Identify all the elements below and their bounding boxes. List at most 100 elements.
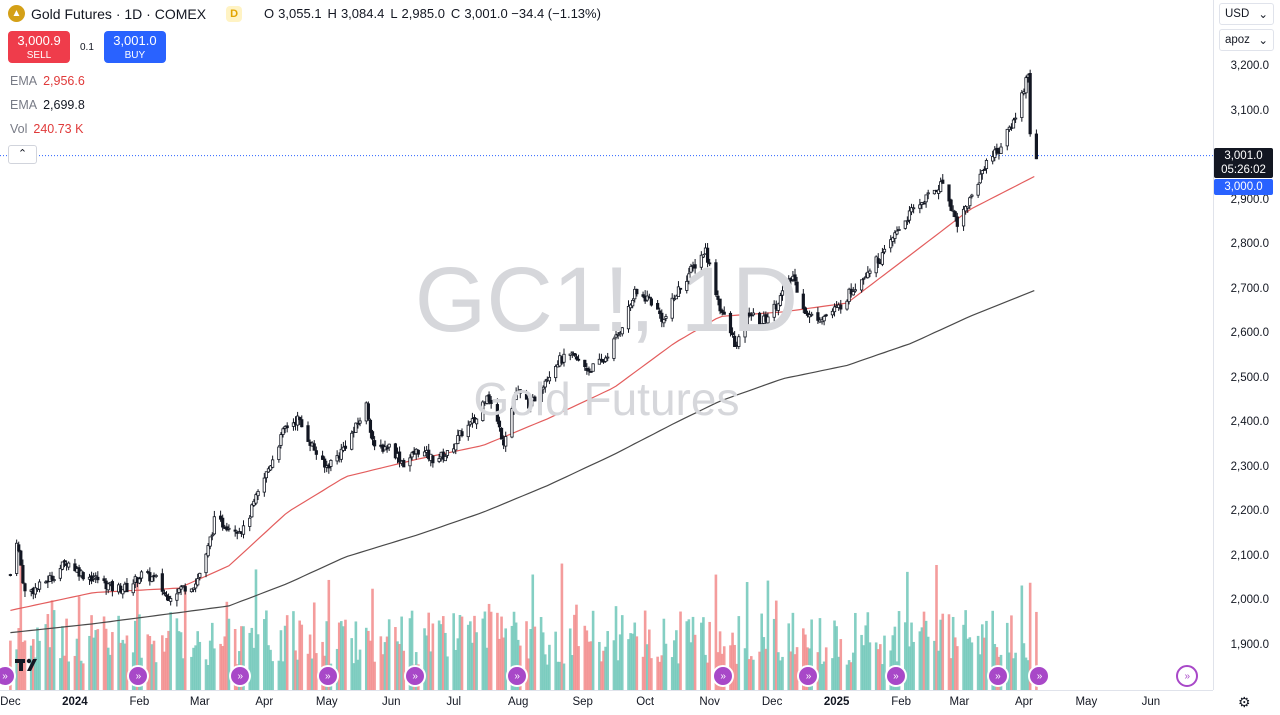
candle-body [961,208,966,227]
volume-bar [820,664,824,690]
buy-button[interactable]: 3,001.0 BUY [103,31,166,63]
volume-bar [568,628,572,690]
volume-bar [312,602,316,690]
candle-body [281,428,285,435]
ohlc-low-key: L [390,6,398,21]
volume-bar [387,619,391,690]
candle-body [984,160,989,170]
volume-bar [941,613,945,690]
volume-bar [108,654,112,690]
volume-bar [277,660,281,690]
volume-bar [373,661,376,690]
volume-bar [1008,652,1011,690]
volume-bar [762,637,766,690]
candle-body [106,583,110,591]
volume-bar [119,642,123,690]
volume-bar [165,637,168,690]
volume-bar [208,640,212,690]
candle-body [119,585,123,593]
volume-bar [706,662,709,690]
volume-bar [918,631,922,690]
candle-body [208,536,212,547]
volume-bar [656,656,659,690]
candle-body [568,353,572,356]
candle-body [58,568,62,579]
economic-event-icon[interactable]: » [986,665,1009,687]
currency-select[interactable]: USD ⌄ [1219,3,1274,25]
symbol-title[interactable]: Gold Futures · 1D · COMEX [31,5,207,22]
tradingview-logo-icon[interactable] [15,657,41,679]
candle-body [982,168,986,171]
chevron-up-icon: ⌃ [17,148,28,160]
candle-body [776,303,780,311]
volume-bar [616,660,620,690]
candle-body [631,299,635,307]
volume-bar [123,643,127,690]
candle-body [529,400,533,408]
volume-bar [446,656,449,690]
economic-event-icon[interactable]: » [1028,665,1051,687]
indicator-ema-200[interactable]: EMA 2,699.8 [10,98,85,112]
economic-event-icon[interactable]: » [506,665,529,687]
volume-bar [912,641,915,690]
volume-bar [612,640,616,690]
volume-bar [854,612,857,690]
unit-select[interactable]: apoz ⌄ [1219,29,1274,51]
economic-event-icon[interactable]: » [712,665,735,687]
volume-bar [810,619,813,690]
economic-event-icon[interactable]: » [404,665,427,687]
price-tick-label: 2,500.0 [1230,371,1269,384]
economic-event-icon[interactable]: » [797,665,820,687]
volume-bar [46,614,50,690]
candle-body [210,534,214,537]
volume-bar [951,616,955,690]
candle-body [300,419,304,428]
candle-body [162,592,167,595]
economic-event-icon[interactable]: » [0,665,16,687]
candle-body [15,542,19,574]
candle-body [366,403,370,420]
volume-bar [983,637,986,690]
indicator-volume[interactable]: Vol 240.73 K [10,122,83,136]
candle-body [131,583,135,594]
price-scale[interactable]: 3,200.0 3,100.0 2,900.0 2,800.0 2,700.0 2,600… [1213,0,1280,690]
volume-bar [427,612,431,690]
economic-event-icon[interactable]: » [1176,665,1199,687]
candle-body [456,435,460,444]
candle-body [964,206,968,212]
volume-bar [868,642,872,690]
volume-bar [546,664,549,690]
volume-bar [514,622,518,690]
price-chart[interactable] [0,0,1213,690]
volume-bar [862,645,865,690]
volume-bar [660,655,664,690]
candle-body [874,256,878,274]
candle-body [495,404,499,422]
settings-gear-icon[interactable]: ⚙ [1238,694,1251,710]
volume-bar [733,644,736,690]
candle-body [772,303,776,318]
volume-bar [833,620,836,690]
volume-bar [910,622,913,690]
volume-bar [700,622,703,690]
candle-body [487,394,491,402]
volume-bar [136,582,139,690]
volume-bar [146,634,150,690]
economic-event-icon[interactable]: » [884,665,907,687]
indicator-ema-50[interactable]: EMA 2,956.6 [10,74,85,88]
time-scale[interactable]: Dec 2024 Feb Mar Apr May Jun Jul Aug Sep Oct Nov Dec… [0,690,1213,715]
economic-event-icon[interactable]: » [127,665,150,687]
volume-bar [402,650,406,690]
chart-pane[interactable]: GC1!, 1D Gold Futures ▲ Gold Futures · 1… [0,0,1213,690]
volume-bar [527,658,530,690]
volume-bar [206,664,210,690]
candle-body [285,425,289,429]
sell-button[interactable]: 3,000.9 SELL [8,31,70,63]
economic-event-icon[interactable]: » [316,665,339,687]
economic-event-icon[interactable]: » [229,665,252,687]
collapse-legend-button[interactable]: ⌃ [8,145,37,164]
volume-bar [1028,582,1032,690]
volume-bar [512,611,516,690]
delayed-badge[interactable]: D [226,5,243,22]
candle-body [402,459,406,468]
